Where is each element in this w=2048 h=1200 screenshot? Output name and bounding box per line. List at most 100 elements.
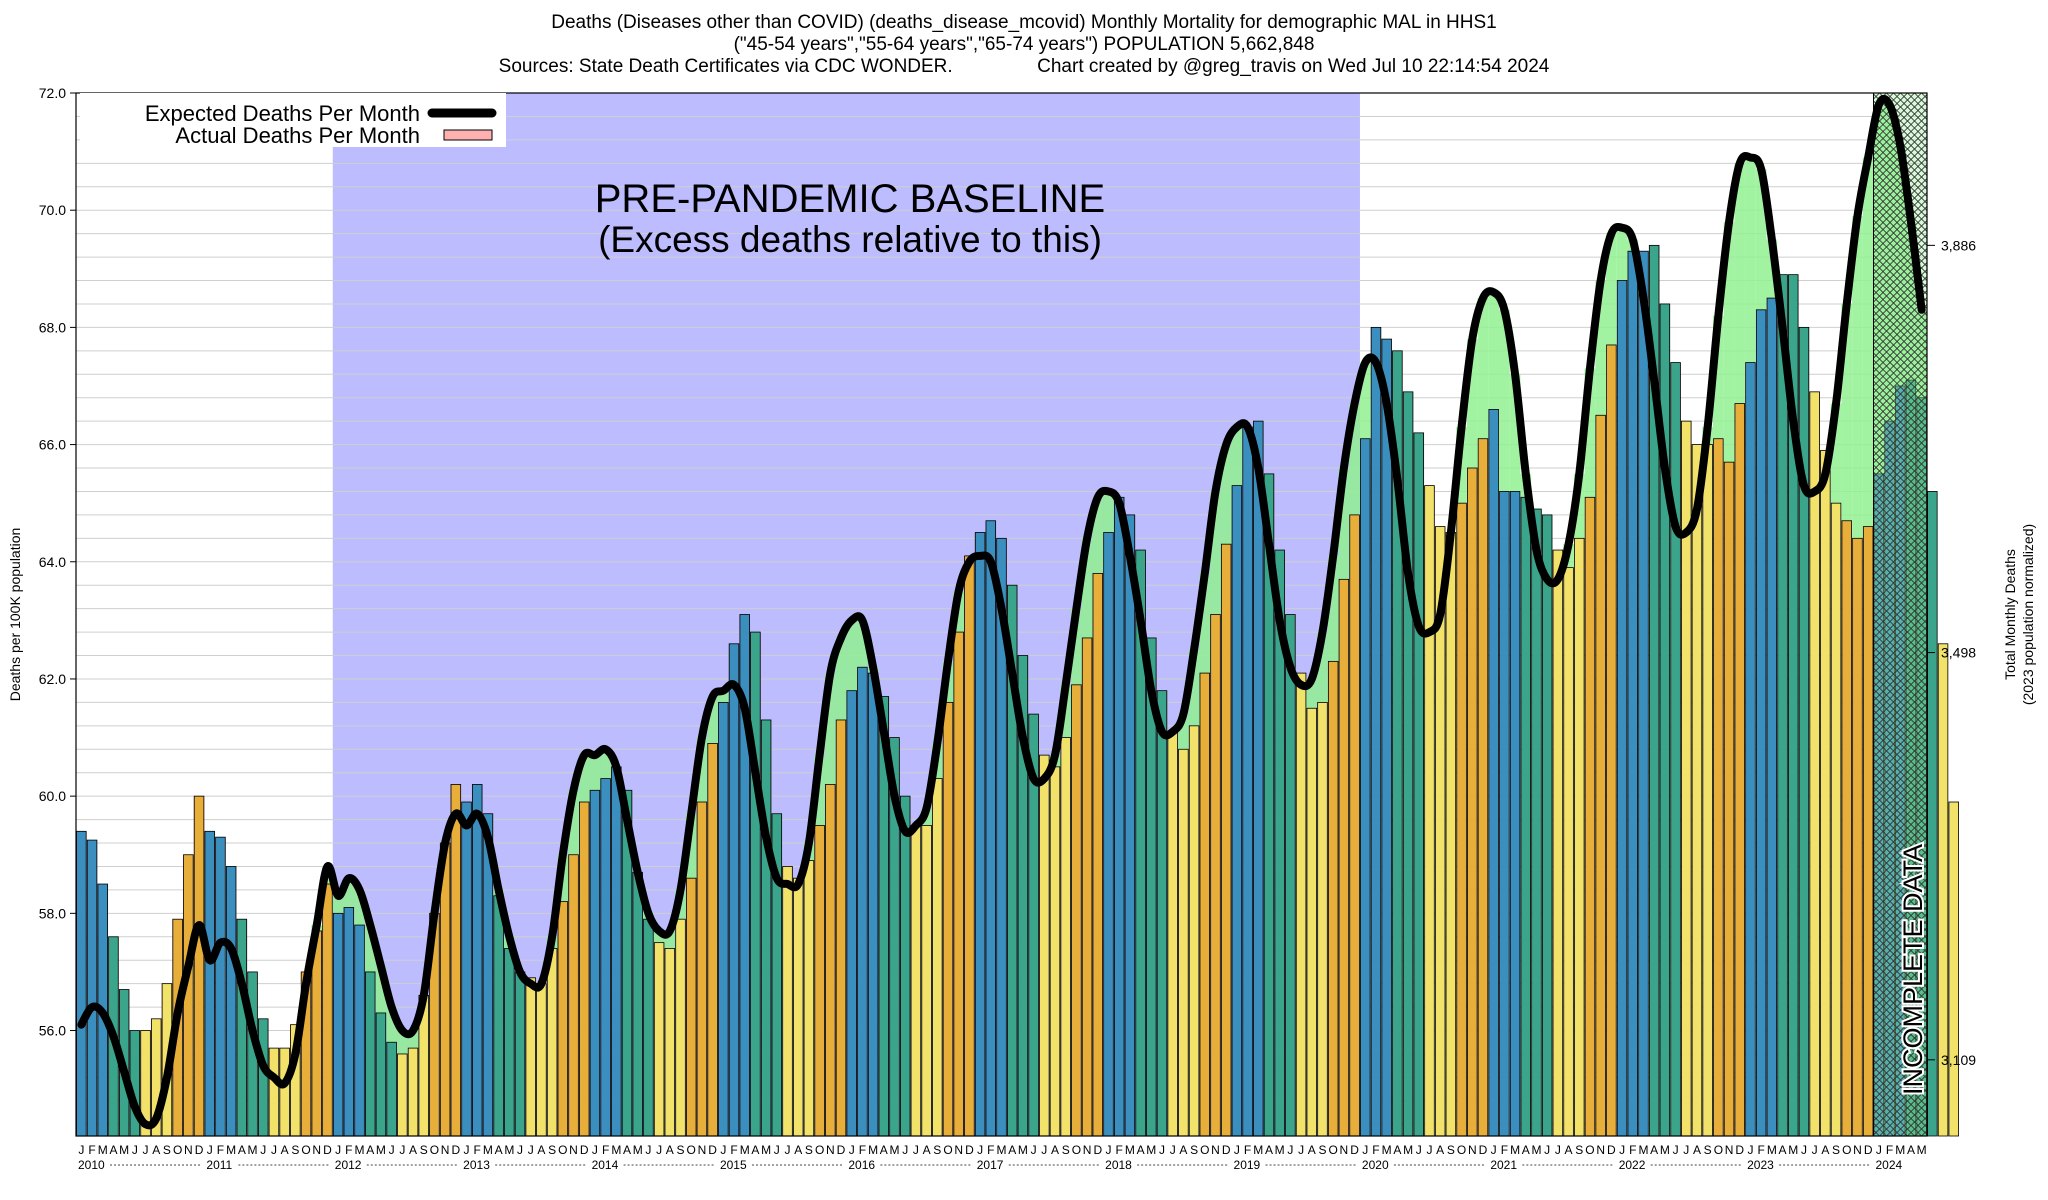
bar xyxy=(1103,532,1114,1137)
deficit-fill xyxy=(1595,280,1607,416)
month-tick-label: J xyxy=(132,1143,138,1157)
bar xyxy=(835,719,847,1137)
bar xyxy=(193,795,205,1137)
month-tick-label: O xyxy=(173,1143,182,1157)
bar xyxy=(1156,690,1168,1137)
deficit-fill xyxy=(1092,497,1104,574)
month-tick-label: D xyxy=(1735,1143,1744,1157)
bar xyxy=(1584,496,1596,1137)
deficit-fill xyxy=(653,930,665,943)
bar xyxy=(750,631,761,1137)
month-tick-label: S xyxy=(1704,1143,1712,1157)
month-tick-label: A xyxy=(751,1143,759,1157)
bar xyxy=(1862,526,1874,1137)
month-tick-label: A xyxy=(880,1143,888,1157)
bar xyxy=(1060,737,1071,1137)
bar xyxy=(825,784,836,1137)
deficit-fill xyxy=(824,673,836,785)
month-tick-label: J xyxy=(1544,1143,1550,1157)
month-tick-label: O xyxy=(815,1143,824,1157)
deficit-fill xyxy=(1231,426,1243,486)
month-tick-label: N xyxy=(1725,1143,1734,1157)
month-tick-label: N xyxy=(569,1143,578,1157)
bar xyxy=(1178,748,1189,1137)
month-tick-label: O xyxy=(1457,1143,1466,1157)
bar xyxy=(1285,614,1296,1137)
month-tick-label: N xyxy=(441,1143,450,1157)
bar xyxy=(632,871,643,1137)
bar xyxy=(1948,801,1959,1137)
month-tick-label: J xyxy=(1555,1143,1561,1157)
bar xyxy=(932,778,943,1137)
month-tick-label: J xyxy=(1619,1143,1625,1157)
month-tick-label: M xyxy=(226,1143,236,1157)
month-tick-label: A xyxy=(623,1143,631,1157)
bar xyxy=(1317,701,1328,1137)
bar xyxy=(568,854,579,1137)
month-tick-label: J xyxy=(1416,1143,1422,1157)
bar xyxy=(1723,461,1735,1137)
month-tick-label: N xyxy=(698,1143,707,1157)
annotations: PRE-PANDEMIC BASELINE (Excess deaths rel… xyxy=(595,177,1930,1097)
bar xyxy=(1574,537,1585,1137)
year-label: 2018 xyxy=(1105,1158,1132,1172)
deficit-fill xyxy=(1841,303,1853,521)
bar xyxy=(1456,502,1467,1137)
legend-box xyxy=(80,93,506,147)
bar xyxy=(1595,414,1606,1137)
month-tick-label: A xyxy=(1693,1143,1701,1157)
bar xyxy=(461,801,472,1137)
month-tick-label: O xyxy=(1329,1143,1338,1157)
year-label: 2017 xyxy=(977,1158,1004,1172)
month-tick-label: M xyxy=(1510,1143,1520,1157)
month-tick-label: S xyxy=(1832,1143,1840,1157)
deficit-fill xyxy=(578,755,590,803)
bar xyxy=(1113,496,1125,1137)
bar xyxy=(1071,684,1082,1137)
bar xyxy=(1734,403,1745,1137)
month-tick-label: J xyxy=(977,1143,983,1157)
deficit-fill xyxy=(1327,555,1339,662)
deficit-fill xyxy=(1488,292,1500,410)
month-tick-label: M xyxy=(633,1143,643,1157)
deficit-fill xyxy=(1499,309,1510,492)
bar xyxy=(225,866,237,1137)
month-tick-label: A xyxy=(794,1143,802,1157)
bar xyxy=(1606,344,1617,1137)
bar xyxy=(236,918,248,1137)
month-tick-label: N xyxy=(312,1143,321,1157)
year-label: 2012 xyxy=(335,1158,362,1172)
year-label: 2019 xyxy=(1234,1158,1261,1172)
month-tick-label: O xyxy=(1585,1143,1594,1157)
bar xyxy=(707,743,718,1137)
bar xyxy=(215,836,226,1137)
month-tick-label: S xyxy=(548,1143,556,1157)
bar xyxy=(985,520,997,1137)
deficit-fill xyxy=(1905,221,1917,381)
bar xyxy=(546,948,558,1137)
bar xyxy=(1691,444,1703,1137)
bar xyxy=(1445,532,1457,1137)
bar xyxy=(1081,637,1093,1137)
month-tick-label: O xyxy=(1842,1143,1851,1157)
month-tick-label: J xyxy=(913,1143,919,1157)
deficit-fill xyxy=(1606,233,1617,345)
month-tick-label: M xyxy=(1895,1143,1905,1157)
year-label: 2023 xyxy=(1747,1158,1774,1172)
month-tick-label: S xyxy=(1318,1143,1326,1157)
deficit-fill xyxy=(696,737,708,803)
bar xyxy=(450,784,462,1137)
bar xyxy=(386,1041,397,1137)
deficit-fill xyxy=(1509,374,1521,492)
month-tick-label: D xyxy=(323,1143,332,1157)
month-tick-label: O xyxy=(943,1143,952,1157)
month-tick-label: A xyxy=(409,1143,417,1157)
month-tick-label: D xyxy=(1222,1143,1231,1157)
deficit-fill xyxy=(1852,216,1863,539)
deficit-fill xyxy=(1306,678,1318,709)
y-tick-label: 66.0 xyxy=(39,437,66,453)
bar xyxy=(1220,543,1232,1137)
month-tick-label: A xyxy=(666,1143,674,1157)
month-tick-label: J xyxy=(260,1143,266,1157)
month-tick-label: S xyxy=(1190,1143,1198,1157)
